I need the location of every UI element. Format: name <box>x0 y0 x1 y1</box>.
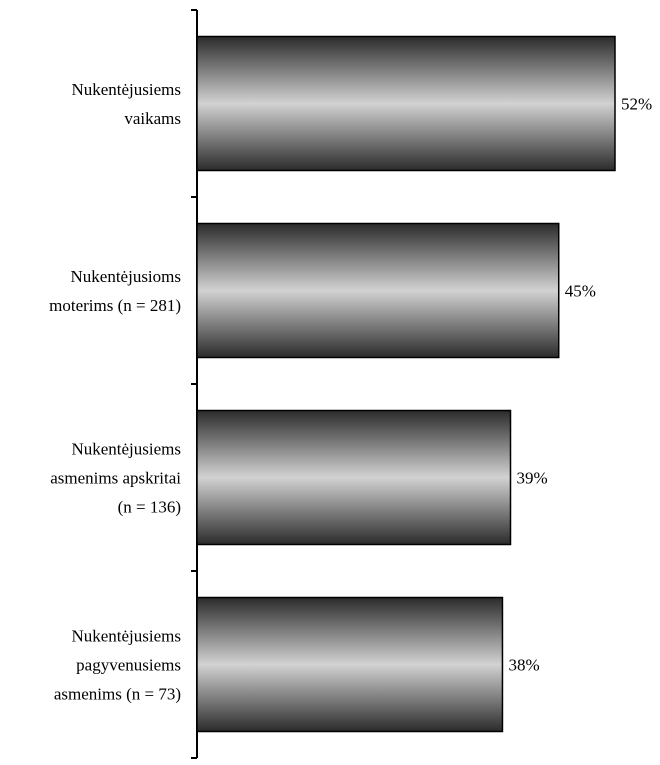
category-label-line: (n = 136) <box>118 498 181 517</box>
bar <box>196 222 560 359</box>
category-label-line: vaikams <box>124 109 181 128</box>
category-label-line: moterims (n = 281) <box>49 296 181 315</box>
bar <box>196 409 512 546</box>
category-label-line: asmenims apskritai <box>50 469 181 488</box>
data-label: 39% <box>517 469 548 488</box>
category-label-line: Nukentėjusioms <box>71 267 182 286</box>
bar <box>196 596 504 733</box>
data-label: 38% <box>508 656 539 675</box>
data-label: 52% <box>621 95 652 114</box>
category-label-line: Nukentėjusiems <box>71 627 181 646</box>
category-label: Nukentėjusiems asmenims apskritai (n = 136… <box>50 440 181 517</box>
category-label: Nukentėjusiems pagyvenusiems asmenims (n =… <box>54 627 181 704</box>
category-label-line: Nukentėjusiems <box>71 80 181 99</box>
category-label-line: asmenims (n = 73) <box>54 685 181 704</box>
bar <box>196 35 616 172</box>
category-label: Nukentėjusiems vaikams <box>71 80 181 128</box>
category-label-line: Nukentėjusiems <box>71 440 181 459</box>
category-label: Nukentėjusioms moterims (n = 281) <box>49 267 181 315</box>
category-label-line: pagyvenusiems <box>76 656 181 675</box>
data-label: 45% <box>565 282 596 301</box>
